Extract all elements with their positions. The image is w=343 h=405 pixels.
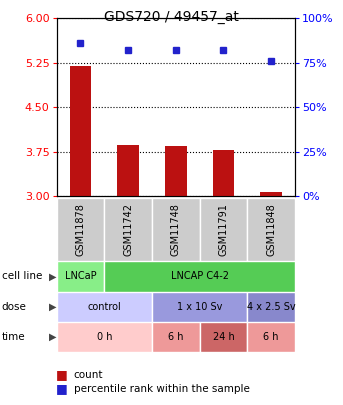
Bar bbox=[247, 198, 295, 261]
Text: LNCAP C4-2: LNCAP C4-2 bbox=[170, 271, 229, 281]
Text: ▶: ▶ bbox=[49, 302, 57, 312]
Bar bbox=[57, 292, 152, 322]
Text: GSM11791: GSM11791 bbox=[218, 203, 228, 256]
Bar bbox=[213, 150, 234, 196]
Bar bbox=[70, 66, 91, 196]
Bar bbox=[152, 322, 200, 352]
Text: ▶: ▶ bbox=[49, 332, 57, 342]
Text: count: count bbox=[74, 370, 103, 379]
Text: GSM11748: GSM11748 bbox=[171, 203, 181, 256]
Bar bbox=[247, 292, 295, 322]
Text: 0 h: 0 h bbox=[96, 332, 112, 342]
Bar bbox=[200, 322, 247, 352]
Bar bbox=[165, 146, 187, 196]
Text: 4 x 2.5 Sv: 4 x 2.5 Sv bbox=[247, 302, 295, 312]
Bar bbox=[104, 198, 152, 261]
Text: GSM11742: GSM11742 bbox=[123, 203, 133, 256]
Text: 6 h: 6 h bbox=[263, 332, 279, 342]
Text: ■: ■ bbox=[56, 382, 68, 395]
Bar bbox=[247, 322, 295, 352]
Bar bbox=[152, 198, 200, 261]
Text: 24 h: 24 h bbox=[213, 332, 234, 342]
Text: GSM11878: GSM11878 bbox=[75, 203, 85, 256]
Bar bbox=[200, 198, 247, 261]
Text: dose: dose bbox=[2, 302, 27, 312]
Text: GSM11848: GSM11848 bbox=[266, 203, 276, 256]
Bar bbox=[57, 198, 104, 261]
Text: control: control bbox=[87, 302, 121, 312]
Text: percentile rank within the sample: percentile rank within the sample bbox=[74, 384, 250, 394]
Bar bbox=[104, 261, 295, 292]
Bar bbox=[117, 145, 139, 196]
Text: LNCaP: LNCaP bbox=[64, 271, 96, 281]
Text: 1 x 10 Sv: 1 x 10 Sv bbox=[177, 302, 222, 312]
Text: ▶: ▶ bbox=[49, 271, 57, 281]
Text: ■: ■ bbox=[56, 368, 68, 381]
Bar bbox=[260, 192, 282, 196]
Bar bbox=[57, 261, 104, 292]
Bar bbox=[152, 292, 247, 322]
Text: cell line: cell line bbox=[2, 271, 42, 281]
Text: GDS720 / 49457_at: GDS720 / 49457_at bbox=[104, 10, 239, 24]
Bar bbox=[57, 322, 152, 352]
Text: 6 h: 6 h bbox=[168, 332, 184, 342]
Text: time: time bbox=[2, 332, 25, 342]
